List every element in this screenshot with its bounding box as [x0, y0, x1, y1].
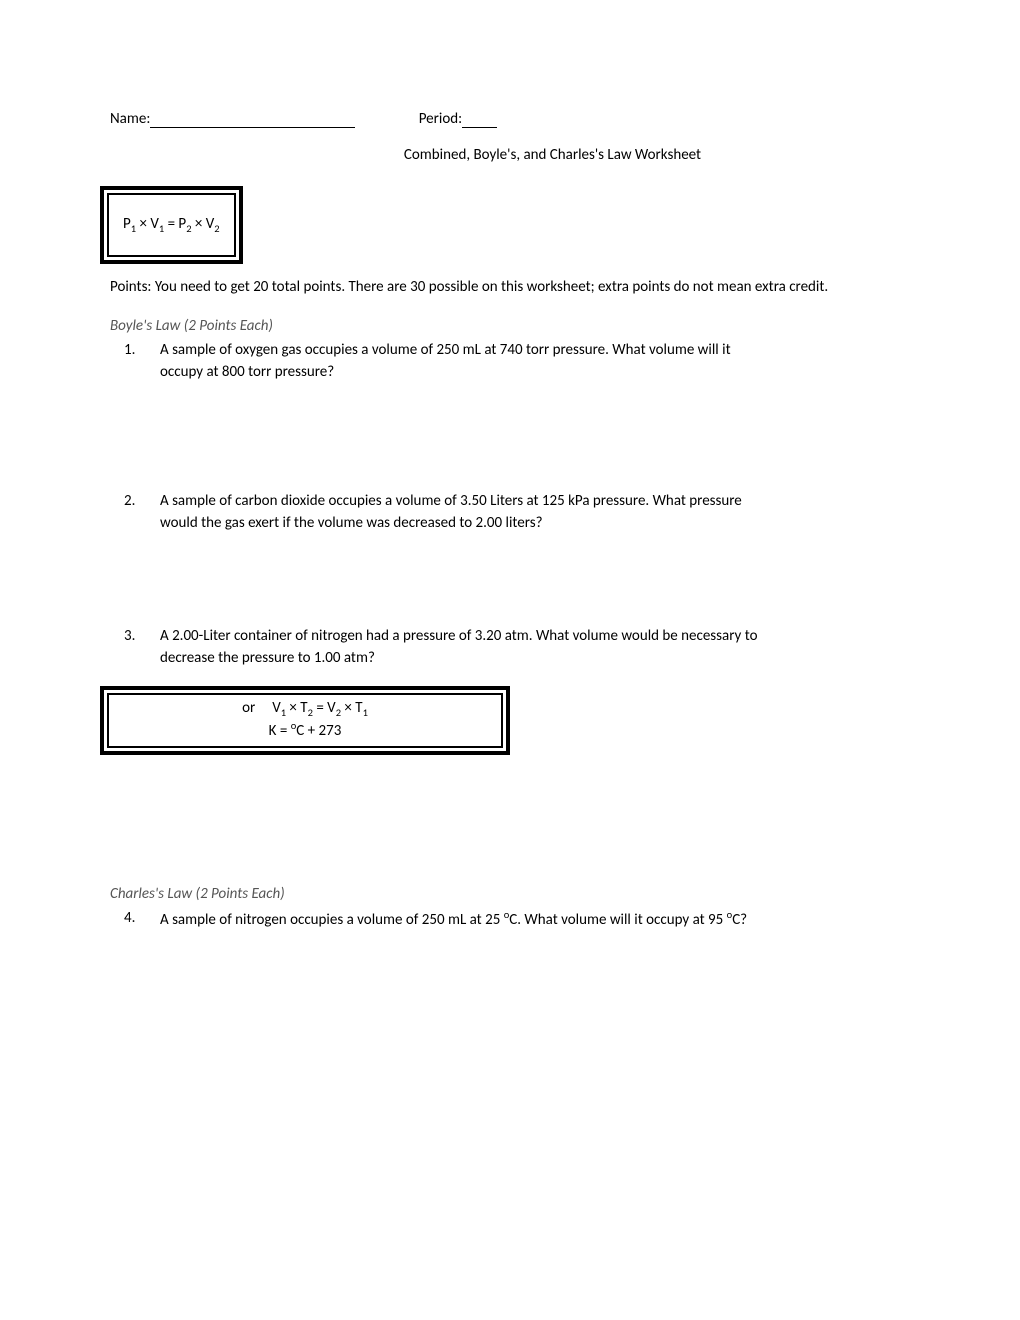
question-number: 4.: [124, 907, 135, 930]
points-instructions: Points: You need to get 20 total points.…: [110, 276, 910, 299]
charles-law-formula-box: or V1 × T2 = V2 × T1 K = oC + 273: [100, 686, 510, 755]
worksheet-title: Combined, Boyle's, and Charles's Law Wor…: [110, 146, 910, 164]
question-text: A sample of oxygen gas occupies a volume…: [148, 339, 910, 384]
boyles-law-formula-box: P1 × V1 = P2 × V2: [100, 186, 243, 264]
question-4: 4. A sample of nitrogen occupies a volum…: [148, 907, 910, 932]
boyles-section-header: Boyle's Law (2 Points Each): [110, 317, 910, 335]
charles-section-header: Charles's Law (2 Points Each): [110, 885, 910, 903]
question-number: 2.: [124, 490, 135, 513]
charles-questions: 4. A sample of nitrogen occupies a volum…: [110, 907, 910, 932]
boyles-questions: 3. A 2.00-Liter container of nitrogen ha…: [110, 625, 910, 670]
name-label: Name:: [110, 110, 150, 128]
name-blank[interactable]: [150, 127, 355, 128]
header-line: Name: Period:: [110, 110, 910, 128]
period-label: Period:: [419, 110, 462, 128]
question-text: A sample of nitrogen occupies a volume o…: [148, 907, 910, 932]
boyles-questions: 1. A sample of oxygen gas occupies a vol…: [110, 339, 910, 384]
boyles-law-formula: P1 × V1 = P2 × V2: [107, 193, 236, 257]
question-text: A 2.00-Liter container of nitrogen had a…: [148, 625, 910, 670]
boyles-questions: 2. A sample of carbon dioxide occupies a…: [110, 490, 910, 535]
question-3: 3. A 2.00-Liter container of nitrogen ha…: [148, 625, 910, 670]
question-2: 2. A sample of carbon dioxide occupies a…: [148, 490, 910, 535]
question-1: 1. A sample of oxygen gas occupies a vol…: [148, 339, 910, 384]
charles-law-formula: or V1 × T2 = V2 × T1 K = oC + 273: [107, 693, 503, 748]
question-number: 3.: [124, 625, 135, 648]
question-number: 1.: [124, 339, 135, 362]
question-text: A sample of carbon dioxide occupies a vo…: [148, 490, 910, 535]
period-blank[interactable]: [462, 127, 497, 128]
